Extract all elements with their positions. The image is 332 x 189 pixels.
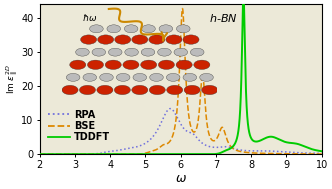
Text: $h$-BN: $h$-BN [209,12,238,24]
X-axis label: $\omega$: $\omega$ [175,172,187,185]
Y-axis label: Im $\varepsilon_{\parallel}^{2D}$: Im $\varepsilon_{\parallel}^{2D}$ [4,64,20,94]
Legend: RPA, BSE, TDDFT: RPA, BSE, TDDFT [44,106,114,146]
